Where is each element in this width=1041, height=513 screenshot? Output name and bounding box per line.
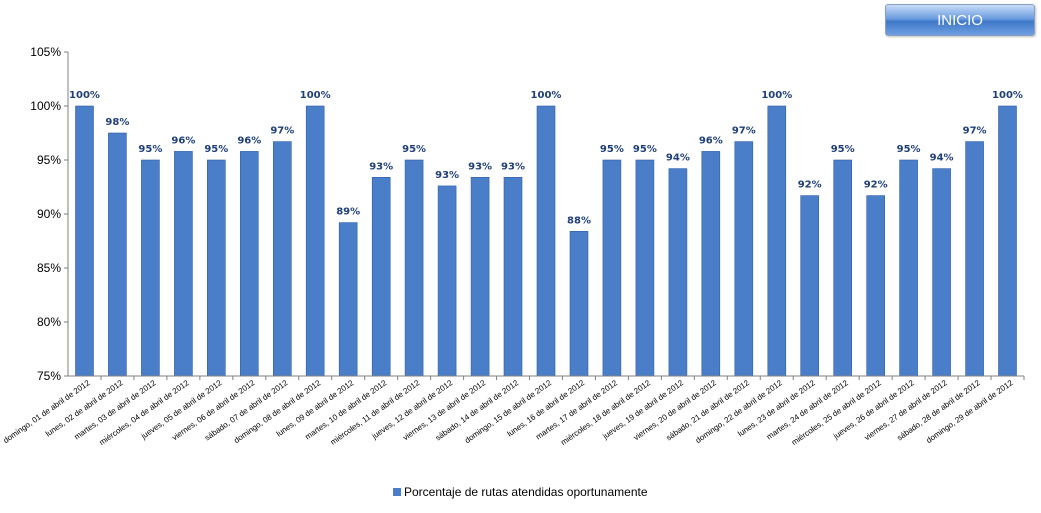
bar — [207, 159, 226, 377]
inicio-button[interactable]: INICIO — [885, 4, 1035, 36]
bar — [108, 132, 127, 377]
y-axis: 75% 80% 85% 90% 95% 100% 105% — [30, 45, 69, 383]
bar — [536, 105, 556, 377]
data-label: 97% — [270, 126, 294, 137]
y-tick-label: 105% — [30, 45, 61, 59]
data-label: 93% — [369, 161, 393, 172]
data-label: 100% — [300, 90, 331, 101]
data-label: 95% — [897, 144, 921, 155]
data-label: 96% — [171, 135, 195, 146]
bar — [800, 195, 820, 377]
data-label: 95% — [402, 144, 426, 155]
data-label: 92% — [864, 180, 888, 191]
data-label: 100% — [531, 90, 562, 101]
data-label: 94% — [930, 153, 954, 164]
bar — [635, 159, 655, 377]
bar — [75, 105, 94, 377]
data-label: 100% — [69, 90, 100, 101]
data-label: 96% — [699, 135, 723, 146]
bar — [932, 168, 951, 377]
bar — [701, 151, 721, 377]
data-label: 93% — [468, 161, 492, 172]
bar — [470, 177, 490, 377]
data-label: 95% — [600, 144, 624, 155]
bar — [569, 231, 589, 377]
bar — [833, 159, 853, 377]
data-label: 89% — [336, 207, 360, 218]
bar — [998, 105, 1017, 377]
bar — [965, 141, 984, 377]
data-labels-group: 100% 98% 95% 96% 95% 96% 97% 100% 89% 93% 95% 93% 93… — [69, 90, 1023, 226]
bar — [174, 151, 193, 377]
bar — [668, 168, 688, 377]
bar — [240, 151, 259, 377]
bar — [503, 177, 523, 377]
data-label: 95% — [633, 144, 657, 155]
data-label: 95% — [204, 144, 228, 155]
bar — [338, 222, 358, 377]
data-label: 96% — [237, 135, 261, 146]
y-tick-label: 85% — [37, 261, 61, 275]
y-tick-label: 100% — [30, 99, 61, 113]
bar — [602, 159, 622, 377]
bar — [141, 159, 160, 377]
data-label: 100% — [992, 90, 1023, 101]
y-tick-label: 75% — [37, 369, 61, 383]
bars-group — [75, 105, 1017, 377]
data-label: 95% — [831, 144, 855, 155]
data-label: 97% — [963, 126, 987, 137]
data-label: 98% — [105, 117, 129, 128]
bar — [734, 141, 754, 377]
data-label: 93% — [501, 161, 525, 172]
y-tick-label: 90% — [37, 207, 61, 221]
bar — [866, 195, 886, 377]
legend: Porcentaje de rutas atendidas oportuname… — [393, 485, 648, 499]
bar — [899, 159, 918, 377]
data-label: 88% — [567, 215, 591, 226]
bar — [437, 185, 457, 377]
data-label: 100% — [761, 90, 792, 101]
bar — [305, 105, 325, 377]
legend-swatch — [393, 488, 401, 496]
bar — [272, 141, 292, 377]
data-label: 97% — [732, 126, 756, 137]
data-label: 94% — [666, 153, 690, 164]
data-label: 95% — [138, 144, 162, 155]
y-tick-label: 80% — [37, 315, 61, 329]
data-label: 92% — [798, 180, 822, 191]
bar — [371, 177, 391, 377]
bar — [767, 105, 787, 377]
bar — [404, 159, 424, 377]
y-tick-label: 95% — [37, 153, 61, 167]
legend-label: Porcentaje de rutas atendidas oportuname… — [404, 485, 648, 499]
data-label: 93% — [435, 170, 459, 181]
